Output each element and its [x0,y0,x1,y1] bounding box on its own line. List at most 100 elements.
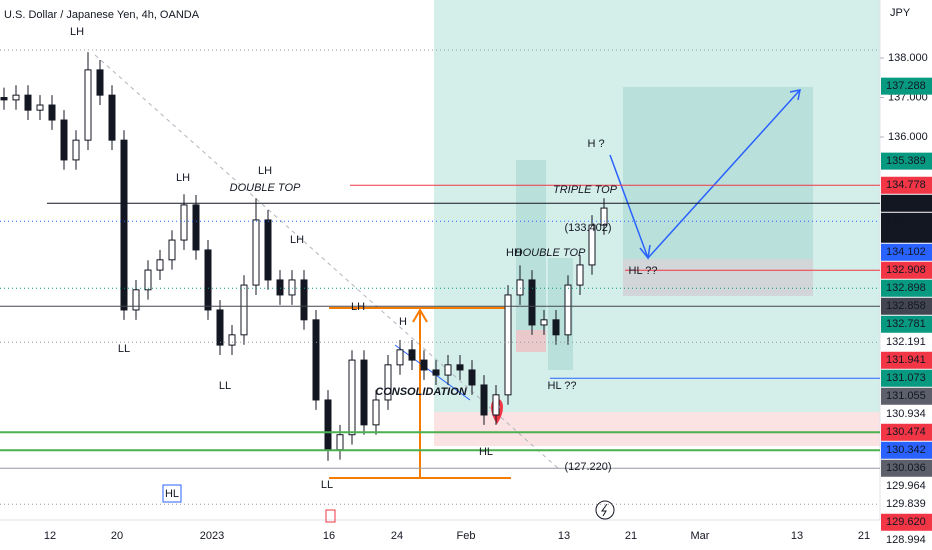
stop-zone [434,412,880,446]
candle-body [168,239,176,261]
candle-body [36,104,44,111]
candle-body [204,249,212,311]
price-label-bg [881,387,932,405]
candle-body [480,384,488,416]
price-label: 134.102 [886,246,926,258]
target-box [623,87,813,259]
annotation: LH [176,172,190,184]
price-label: 131.941 [886,354,926,366]
annotation: HH [506,247,522,259]
annotation: HL ?? [629,265,658,277]
candle-body [360,359,368,426]
candle-body [540,319,548,326]
candle-body [420,359,428,371]
price-label: 132.191 [886,336,926,348]
candle-body [336,434,344,451]
price-label: 130.036 [886,462,926,474]
candle-body [0,97,8,101]
price-label: 134.778 [886,179,926,191]
candle-body [456,364,464,371]
candle-body [96,69,104,96]
price-label: 132.781 [886,318,926,330]
annotation: HL [165,488,179,500]
price-label: 132.858 [886,300,926,312]
event-icon [595,500,615,520]
price-label-bg [881,351,932,369]
candle-body [180,204,188,241]
price-label: 128.994 [886,534,926,546]
event-icon [325,509,336,523]
candle-body [120,139,128,311]
candle-body [564,284,572,336]
price-label-bg [881,194,932,212]
candle-body [156,259,164,271]
price-label: 130.934 [886,408,926,420]
price-label-bg [881,369,932,387]
annotation: CONSOLIDATION [375,386,468,398]
price-label-bg [881,459,932,477]
price-label-bg [881,441,932,459]
price-label-bg [881,279,932,297]
candle-body [228,334,236,346]
price-label-bg [881,315,932,333]
price-label-bg [881,513,932,531]
candle-body [432,369,440,376]
candle-body [108,94,116,141]
annotation-box [162,484,182,503]
candle-body [444,364,452,376]
price-label-bg [881,243,932,261]
candle-body [348,359,356,436]
candle-body [60,119,68,161]
annotation: LH [290,234,304,246]
annotation: LH [258,165,272,177]
annotation: (133.402) [564,222,611,234]
annotation: H [399,316,407,328]
price-label: 129.839 [886,498,926,510]
price-label: 132.898 [886,282,926,294]
candle-body [216,309,224,346]
x-tick-label: 20 [111,530,123,542]
price-label: 129.964 [886,480,926,492]
annotation: (127.220) [564,461,611,473]
price-label: 134.510 [886,197,926,209]
price-label: 131.055 [886,390,926,402]
candle-body [288,279,296,296]
price-label: 137.288 [886,80,926,92]
price-label-bg [881,261,932,279]
candle-body [264,219,272,281]
price-label-bg [881,297,932,315]
x-tick-label: 13 [791,530,803,542]
annotation: LH [70,26,84,38]
countdown: 01:49:05 [886,228,929,240]
candle-body [504,294,512,396]
annotation: HL ?? [548,380,577,392]
candle-body [12,94,20,101]
x-tick-label: 2023 [200,530,224,542]
candle-body [72,139,80,161]
price-label: 132.908 [886,264,926,276]
candle-body [516,279,524,296]
annotation: TRIPLE TOP [553,184,618,196]
currency: JPY [890,7,911,19]
candle-body [300,279,308,321]
candle-body [84,69,92,141]
candle-body [48,104,56,121]
annotation: DOUBLE TOP [515,247,586,259]
price-label: 129.620 [886,516,926,528]
candle-body [528,279,536,326]
price-label: 130.474 [886,426,926,438]
candle-body [600,207,608,226]
x-tick-label: 13 [558,530,570,542]
annotation: LL [118,343,130,355]
range-box [623,259,813,296]
candle-body [468,369,476,386]
annotation: LL [321,479,333,491]
arrow-head [412,308,428,323]
x-tick-label: 12 [44,530,56,542]
annotation: DOUBLE TOP [230,182,301,194]
candle-body [132,289,140,311]
annotation: H ? [587,138,604,150]
candle-body [144,269,152,291]
candle-body [324,399,332,451]
